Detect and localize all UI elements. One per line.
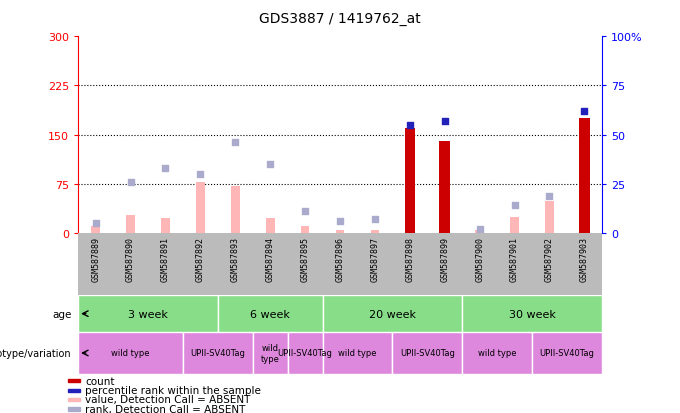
Bar [68, 379, 80, 382]
Point [195, 171, 206, 178]
Bar [392, 332, 462, 374]
Text: GDS3887 / 1419762_at: GDS3887 / 1419762_at [259, 12, 421, 26]
Bar [68, 389, 80, 392]
Bar [405, 129, 415, 233]
Text: 30 week: 30 week [509, 309, 556, 319]
Bar [475, 230, 484, 233]
Text: GSM587901: GSM587901 [510, 236, 519, 281]
Text: wild type: wild type [112, 349, 150, 358]
Point [579, 108, 590, 115]
Bar [126, 215, 135, 233]
Bar [161, 219, 170, 233]
Bar [68, 398, 80, 401]
Text: rank, Detection Call = ABSENT: rank, Detection Call = ABSENT [85, 404, 245, 413]
Bar [266, 219, 275, 233]
Text: GSM587892: GSM587892 [196, 236, 205, 281]
Bar [462, 295, 602, 332]
Bar [218, 295, 322, 332]
Text: 6 week: 6 week [250, 309, 290, 319]
Text: GSM587900: GSM587900 [475, 236, 484, 281]
Text: 3 week: 3 week [128, 309, 168, 319]
Text: age: age [52, 309, 71, 319]
Point [509, 202, 520, 209]
Bar [91, 227, 100, 233]
Text: GSM587893: GSM587893 [231, 236, 240, 281]
Bar [288, 332, 322, 374]
Bar [183, 332, 253, 374]
Text: GSM587890: GSM587890 [126, 236, 135, 281]
Bar [510, 217, 519, 233]
Text: UPII-SV40Tag: UPII-SV40Tag [539, 349, 594, 358]
Bar [545, 202, 554, 233]
Text: 20 week: 20 week [369, 309, 416, 319]
Text: GSM587897: GSM587897 [371, 236, 379, 281]
Bar [336, 230, 344, 233]
Bar [532, 332, 602, 374]
Text: GSM587895: GSM587895 [301, 236, 309, 281]
Text: count: count [85, 376, 114, 386]
Point [265, 161, 275, 168]
Point [300, 209, 311, 215]
Text: GSM587896: GSM587896 [335, 236, 345, 281]
Bar [462, 332, 532, 374]
Bar [78, 332, 183, 374]
Text: GSM587902: GSM587902 [545, 236, 554, 281]
Text: UPII-SV40Tag: UPII-SV40Tag [400, 349, 455, 358]
Bar [439, 142, 450, 233]
Point [439, 118, 450, 125]
Point [160, 165, 171, 172]
Point [230, 140, 241, 146]
Point [335, 218, 345, 225]
Bar [579, 119, 590, 233]
Bar [322, 332, 392, 374]
Text: GSM587891: GSM587891 [161, 236, 170, 281]
Bar [301, 227, 309, 233]
Text: UPII-SV40Tag: UPII-SV40Tag [190, 349, 245, 358]
Text: wild
type: wild type [260, 344, 279, 363]
Text: GSM587889: GSM587889 [91, 236, 100, 281]
Point [125, 179, 136, 186]
Bar [253, 332, 288, 374]
Text: wild type: wild type [478, 349, 516, 358]
Point [369, 216, 380, 223]
Text: GSM587898: GSM587898 [405, 236, 414, 281]
Bar [371, 230, 379, 233]
Bar [196, 183, 205, 233]
Text: GSM587903: GSM587903 [580, 236, 589, 281]
Text: percentile rank within the sample: percentile rank within the sample [85, 385, 261, 395]
Text: GSM587899: GSM587899 [440, 236, 449, 281]
Bar [68, 408, 80, 411]
Bar [78, 295, 218, 332]
Point [90, 220, 101, 227]
Text: genotype/variation: genotype/variation [0, 348, 71, 358]
Text: GSM587894: GSM587894 [266, 236, 275, 281]
Text: value, Detection Call = ABSENT: value, Detection Call = ABSENT [85, 394, 250, 404]
Text: UPII-SV40Tag: UPII-SV40Tag [277, 349, 333, 358]
Point [405, 122, 415, 129]
Point [474, 226, 485, 233]
Text: wild type: wild type [338, 349, 377, 358]
Point [544, 193, 555, 199]
Bar [231, 186, 239, 233]
Bar [322, 295, 462, 332]
